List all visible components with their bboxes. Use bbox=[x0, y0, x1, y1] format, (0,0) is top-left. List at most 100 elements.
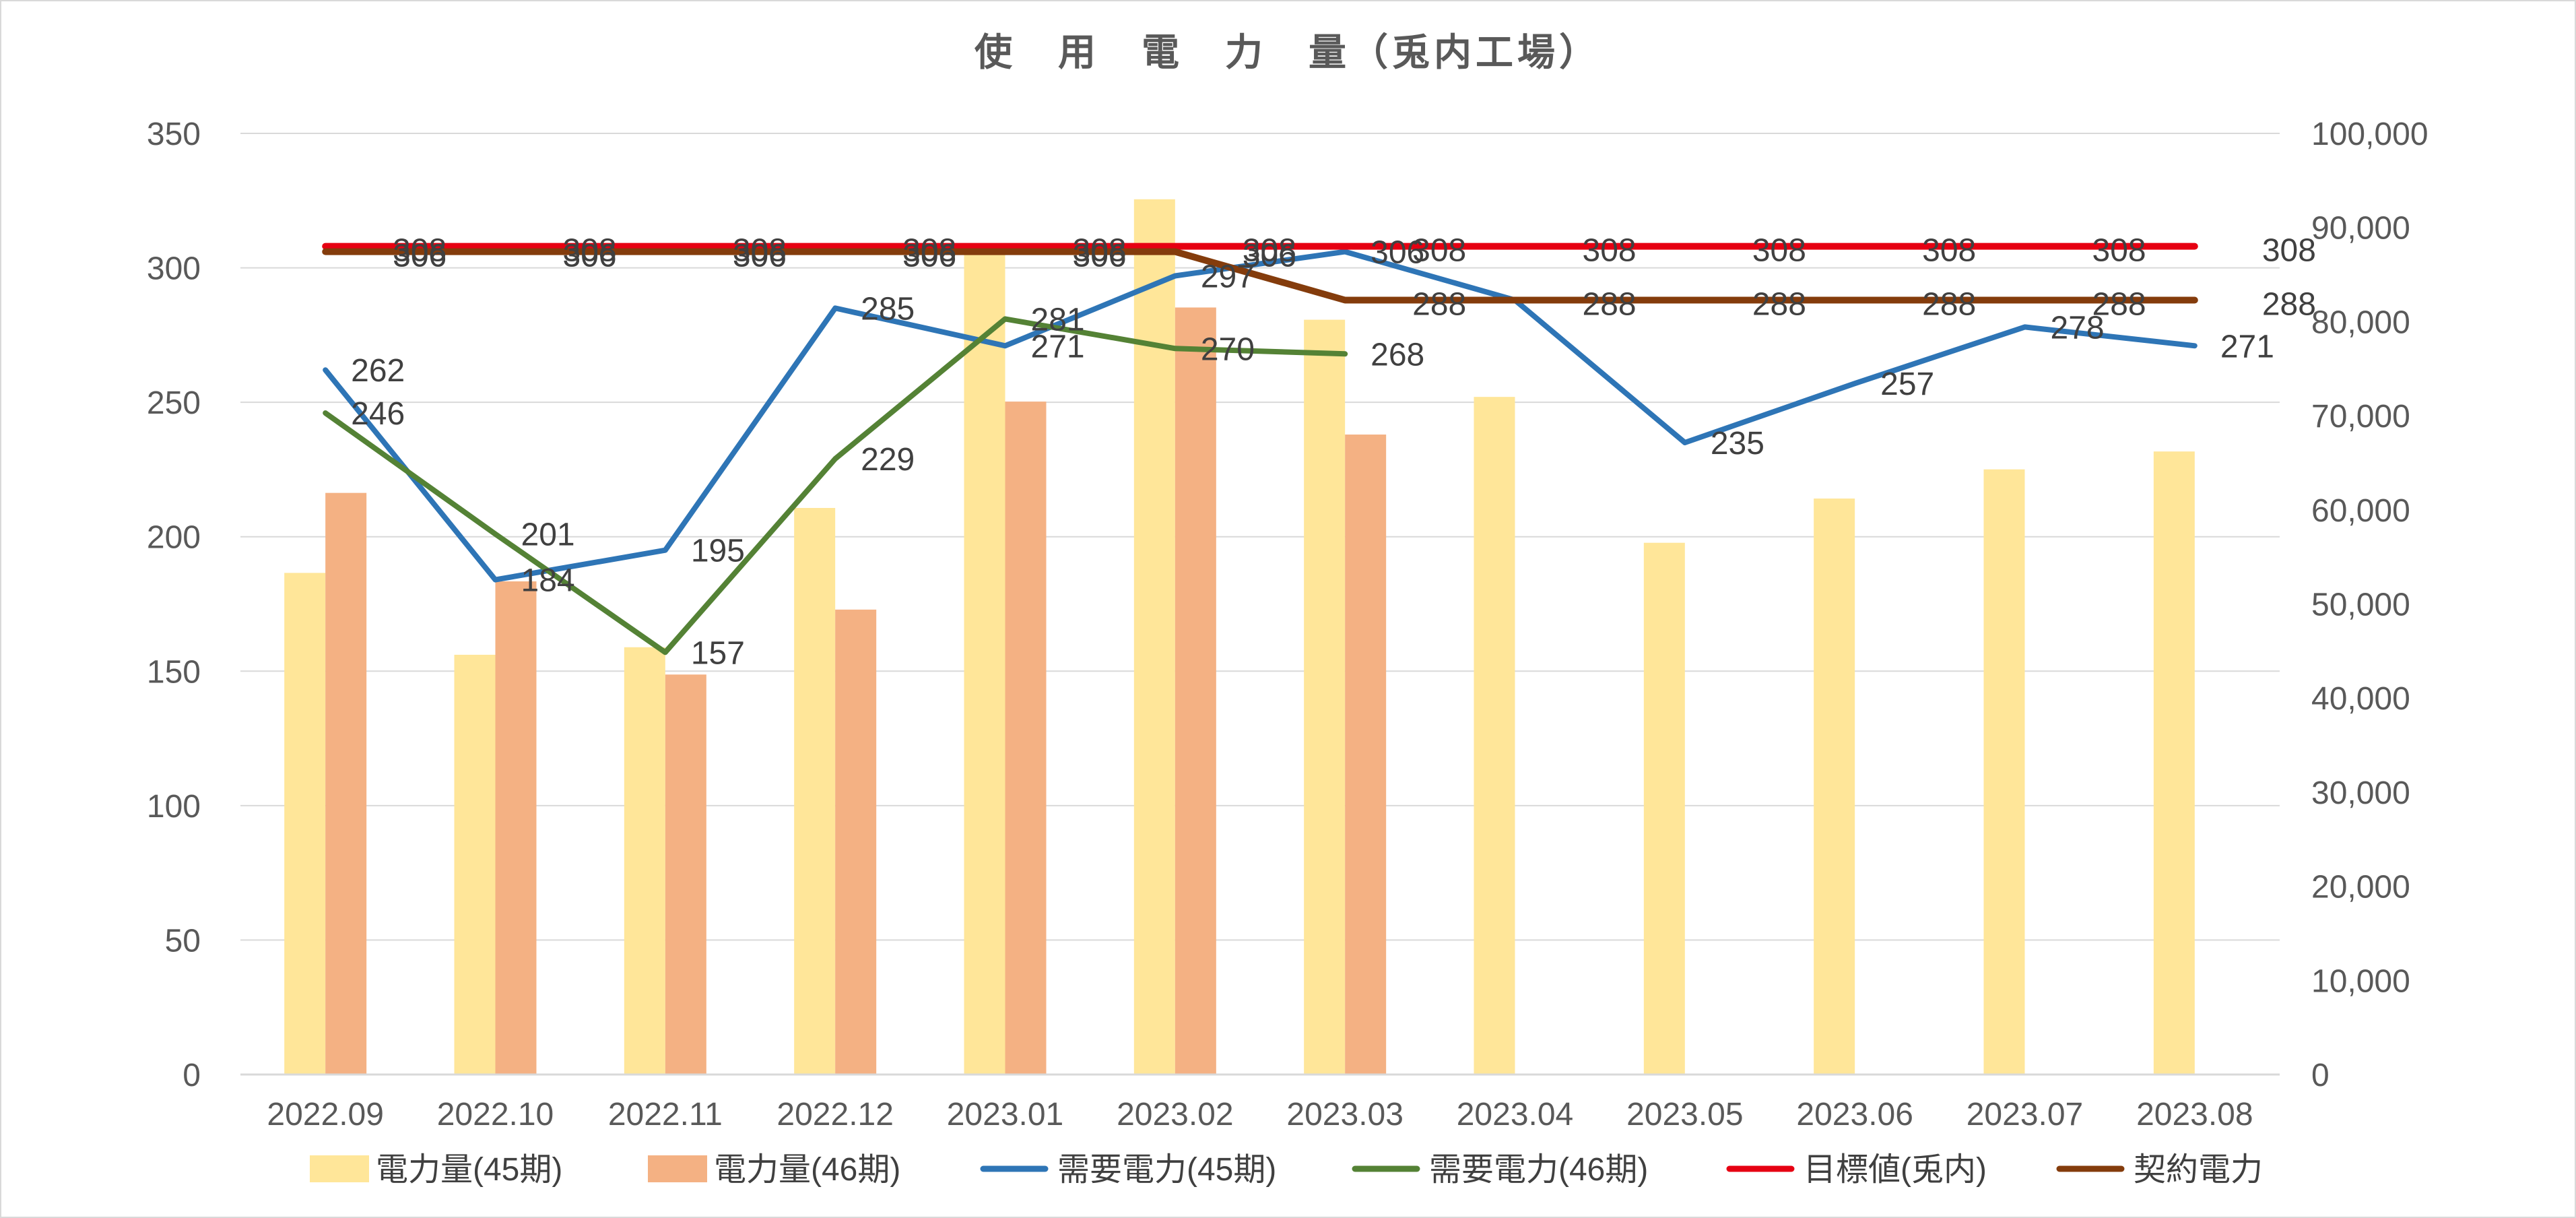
y-right-tick-label: 50,000 bbox=[2311, 587, 2410, 623]
y-right-tick-label: 40,000 bbox=[2311, 681, 2410, 717]
x-tick-label: 2023.08 bbox=[2136, 1097, 2253, 1132]
x-axis: 2022.09 2022.10 2022.11 2022.12 2023.01 2023.… bbox=[240, 1073, 2280, 1132]
bar-45-2022.11 bbox=[624, 647, 665, 1075]
legend-label: 電力量(45期) bbox=[376, 1152, 562, 1188]
target-data-label: 308 bbox=[1752, 233, 1806, 269]
contract-data-label: 306 bbox=[393, 238, 447, 274]
demand-45-data-label: 257 bbox=[1880, 366, 1934, 402]
x-tick-label: 2023.01 bbox=[947, 1097, 1064, 1132]
x-tick-label: 2023.05 bbox=[1626, 1097, 1744, 1132]
x-tick-label: 2022.10 bbox=[437, 1097, 554, 1132]
target-data-label: 308 bbox=[393, 233, 447, 269]
bar-45-2023.05 bbox=[1643, 542, 1685, 1075]
x-tick-label: 2022.11 bbox=[608, 1097, 723, 1132]
y-left-tick-label: 350 bbox=[147, 117, 201, 152]
demand-46-data-label: 157 bbox=[691, 635, 745, 671]
data-labels: 2621841952852712973062352572782712462011… bbox=[351, 233, 2316, 672]
legend: 電力量(45期) 電力量(46期) 需要電力(45期) 需要電力(46期) 目標値(兎内… bbox=[310, 1152, 2263, 1188]
y-left-tick-label: 100 bbox=[147, 789, 201, 825]
demand-46-data-label: 201 bbox=[521, 517, 575, 553]
bar-45-2023.03 bbox=[1304, 319, 1346, 1075]
contract-data-label: 306 bbox=[733, 238, 787, 274]
legend-label: 契約電力 bbox=[2134, 1152, 2263, 1188]
target-data-label: 308 bbox=[1922, 233, 1976, 269]
target-data-label: 308 bbox=[2262, 233, 2316, 269]
demand-45-data-label: 184 bbox=[521, 563, 575, 599]
demand-46-data-label: 270 bbox=[1201, 331, 1255, 367]
bar-series bbox=[284, 199, 2195, 1075]
target-data-label: 308 bbox=[1243, 233, 1296, 269]
legend-label: 需要電力(45期) bbox=[1057, 1152, 1276, 1188]
bar-45-2023.02 bbox=[1133, 199, 1175, 1075]
demand-45-data-label: 271 bbox=[1031, 329, 1085, 364]
y-right-tick-label: 100,000 bbox=[2311, 117, 2429, 152]
target-data-label: 308 bbox=[563, 233, 617, 269]
bar-45-2023.01 bbox=[964, 246, 1005, 1075]
contract-data-label: 306 bbox=[902, 238, 956, 274]
contract-data-label: 288 bbox=[1412, 286, 1466, 322]
y-left-tick-label: 250 bbox=[147, 385, 201, 421]
bar-45-2023.08 bbox=[2153, 451, 2195, 1075]
demand-45-data-label: 278 bbox=[2051, 310, 2105, 346]
bar-45-2023.06 bbox=[1814, 499, 1855, 1075]
target-data-label: 308 bbox=[1073, 233, 1127, 269]
bar-46-2023.03 bbox=[1345, 435, 1387, 1075]
contract-data-label: 288 bbox=[2092, 286, 2146, 322]
y-right-tick-label: 80,000 bbox=[2311, 304, 2410, 340]
y-left-tick-label: 0 bbox=[183, 1058, 201, 1093]
contract-data-label: 288 bbox=[1922, 286, 1976, 322]
legend-swatch bbox=[648, 1155, 707, 1182]
contract-data-label: 306 bbox=[1073, 238, 1127, 274]
demand-46-data-label: 229 bbox=[861, 442, 915, 478]
y-left-tick-label: 150 bbox=[147, 654, 201, 690]
legend-label: 電力量(46期) bbox=[714, 1152, 900, 1188]
chart-title: 使 用 電 力 量（兎内工場） bbox=[975, 31, 1601, 73]
target-data-label: 308 bbox=[902, 233, 956, 269]
contract-data-label: 288 bbox=[2262, 286, 2316, 322]
demand-46-data-label: 281 bbox=[1031, 302, 1085, 338]
x-tick-label: 2023.07 bbox=[1967, 1097, 2084, 1132]
bar-45-2022.10 bbox=[454, 654, 496, 1075]
demand-45-data-label: 262 bbox=[351, 353, 405, 389]
bar-46-2022.12 bbox=[835, 609, 877, 1075]
y-left-tick-label: 300 bbox=[147, 251, 201, 287]
contract-data-label: 306 bbox=[563, 238, 617, 274]
y-right-tick-label: 20,000 bbox=[2311, 870, 2410, 905]
x-tick-label: 2022.12 bbox=[777, 1097, 894, 1132]
legend-swatch bbox=[310, 1155, 369, 1182]
demand-45-data-label: 306 bbox=[1370, 235, 1424, 271]
bar-45-2023.07 bbox=[1983, 469, 2025, 1075]
demand-46-data-label: 268 bbox=[1370, 337, 1424, 373]
target-data-label: 308 bbox=[1412, 233, 1466, 269]
bar-46-2023.01 bbox=[1005, 402, 1047, 1075]
demand-45-data-label: 285 bbox=[861, 291, 915, 327]
bar-45-2022.09 bbox=[284, 573, 326, 1075]
y-left-tick-label: 50 bbox=[165, 923, 201, 959]
y-left-tick-label: 200 bbox=[147, 520, 201, 556]
target-data-label: 308 bbox=[733, 233, 787, 269]
target-data-label: 308 bbox=[1583, 233, 1637, 269]
x-tick-label: 2023.06 bbox=[1796, 1097, 1913, 1132]
contract-line bbox=[322, 248, 2198, 304]
demand-46-line bbox=[323, 316, 1348, 655]
y-right-tick-label: 10,000 bbox=[2311, 963, 2410, 999]
y-right-tick-label: 0 bbox=[2311, 1058, 2330, 1093]
bar-46-2022.10 bbox=[495, 581, 537, 1075]
bar-46-2023.02 bbox=[1175, 307, 1216, 1075]
contract-data-label: 306 bbox=[1243, 238, 1296, 274]
target-data-label: 308 bbox=[2092, 233, 2146, 269]
bar-45-2023.04 bbox=[1474, 397, 1515, 1075]
legend-label: 需要電力(46期) bbox=[1429, 1152, 1648, 1188]
line-series bbox=[322, 243, 2198, 655]
legend-label: 目標値(兎内) bbox=[1804, 1152, 1987, 1188]
x-tick-label: 2023.02 bbox=[1117, 1097, 1234, 1132]
x-tick-label: 2023.03 bbox=[1286, 1097, 1403, 1132]
demand-45-data-label: 271 bbox=[2220, 329, 2274, 364]
demand-45-data-label: 297 bbox=[1201, 259, 1255, 295]
y-axis-left: 0 50 100 150 200 250 300 350 bbox=[147, 117, 201, 1093]
bar-46-2022.09 bbox=[325, 492, 367, 1075]
demand-45-data-label: 235 bbox=[1711, 426, 1764, 461]
contract-data-label: 288 bbox=[1583, 286, 1637, 322]
x-tick-label: 2022.09 bbox=[267, 1097, 384, 1132]
